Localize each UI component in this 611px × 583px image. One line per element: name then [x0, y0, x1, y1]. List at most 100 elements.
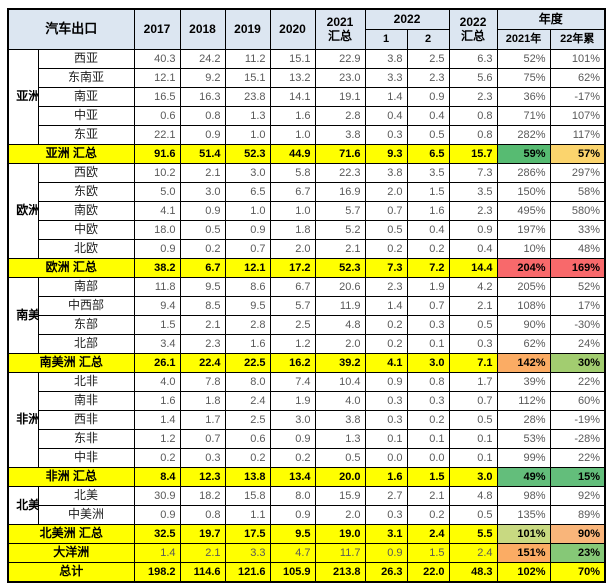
pct-cell: 205%: [496, 277, 551, 297]
pct-cell: 117%: [549, 125, 606, 145]
value-cell: 1.0: [269, 125, 316, 145]
value-cell: 1.2: [269, 334, 316, 354]
value-cell: 2.7: [364, 486, 408, 506]
value-cell: 20.6: [314, 277, 366, 297]
value-cell: 1.6: [406, 201, 450, 221]
value-cell: 0.0: [364, 448, 408, 468]
summary-pct-cell: 204%: [496, 258, 551, 278]
header-2021-total: 2021 汇总: [314, 8, 366, 50]
region-label: 南美洲: [16, 307, 37, 322]
value-cell: 0.9: [269, 429, 316, 449]
value-cell: 40.3: [133, 49, 181, 69]
value-cell: 9.5: [224, 296, 271, 316]
value-cell: 18.0: [133, 220, 181, 240]
table-row: 北部 3.4 2.3 1.6 1.2 2.0 0.2 0.1 0.3 62% 24%: [8, 334, 606, 354]
header-2022-group: 2022: [364, 8, 450, 30]
summary-value-cell: 9.3: [364, 144, 408, 164]
value-cell: 0.7: [448, 391, 498, 411]
value-cell: 15.1: [269, 49, 316, 69]
pct-cell: 75%: [496, 68, 551, 88]
value-cell: 6.3: [448, 49, 498, 69]
value-cell: 1.3: [224, 106, 271, 126]
value-cell: 10.4: [314, 372, 366, 392]
value-cell: 1.8: [179, 391, 226, 411]
value-cell: 1.7: [179, 410, 226, 430]
table-row: 亚洲 西亚 40.3 24.2 11.2 15.1 22.9 3.8 2.5 6.3 52% 101%: [7, 49, 606, 145]
summary-value-cell: 19.0: [314, 524, 366, 544]
value-cell: 1.4: [364, 296, 408, 316]
header-yearly-group: 年度: [496, 8, 606, 30]
value-cell: 1.5: [133, 315, 181, 335]
summary-value-cell: 52.3: [314, 258, 366, 278]
value-cell: 0.3: [406, 391, 450, 411]
grand-total-value-cell: 198.2: [133, 562, 181, 583]
summary-value-cell: 12.3: [179, 467, 226, 487]
grand-total-label: 总计: [7, 562, 135, 583]
value-cell: 1.4: [133, 410, 181, 430]
summary-value-cell: 22.5: [224, 353, 271, 373]
value-cell: 0.1: [448, 448, 498, 468]
value-cell: 4.0: [314, 391, 366, 411]
value-cell: 0.9: [133, 505, 181, 525]
value-cell: 2.0: [269, 239, 316, 259]
table-row: 中西部 9.4 8.5 9.5 5.7 11.9 1.4 0.7 2.1 108% 17%: [8, 296, 606, 316]
value-cell: 2.5: [269, 315, 316, 335]
value-cell: 30.9: [133, 486, 181, 506]
value-cell: 22.3: [314, 163, 366, 183]
corner-header: 汽车出口: [7, 8, 135, 50]
value-cell: 1.4: [364, 87, 408, 107]
pct-cell: 89%: [549, 505, 606, 525]
value-cell: 0.8: [448, 125, 498, 145]
value-cell: 15.8: [224, 486, 271, 506]
table-row: 东南亚 12.1 9.2 15.1 13.2 23.0 3.3 2.3 5.6 75% 62%: [8, 68, 606, 88]
summary-value-cell: 13.8: [224, 467, 271, 487]
region-label: 欧洲: [16, 203, 38, 218]
value-cell: 0.4: [406, 220, 450, 240]
pct-cell: 22%: [549, 448, 606, 468]
value-cell: 3.8: [314, 125, 366, 145]
value-cell: 1.5: [406, 543, 450, 563]
value-cell: 0.9: [406, 87, 450, 107]
pct-cell: 60%: [549, 391, 606, 411]
value-cell: 0.5: [448, 315, 498, 335]
row-label: 西亚: [37, 49, 135, 69]
summary-pct-cell: 142%: [496, 353, 551, 373]
value-cell: 2.8: [224, 315, 271, 335]
value-cell: 2.1: [314, 239, 366, 259]
pct-cell: 17%: [549, 296, 606, 316]
value-cell: 2.8: [314, 106, 366, 126]
value-cell: 3.8: [314, 410, 366, 430]
table-row: 东欧 5.0 3.0 6.5 6.7 16.9 2.0 1.5 3.5 150% 58%: [8, 182, 606, 202]
pct-cell: 90%: [496, 315, 551, 335]
summary-row: 南美洲 汇总 26.1 22.4 22.5 16.2 39.2 4.1 3.0 7.1 142% 3…: [7, 353, 606, 373]
value-cell: 23.8: [224, 87, 271, 107]
pct-cell: 197%: [496, 220, 551, 240]
pct-cell: 52%: [496, 49, 551, 69]
row-label: 东部: [37, 315, 135, 335]
row-label: 西欧: [37, 163, 135, 183]
summary-value-cell: 51.4: [179, 144, 226, 164]
grand-total-value-cell: 22.0: [406, 562, 450, 583]
value-cell: 1.6: [224, 334, 271, 354]
value-cell: 9.4: [133, 296, 181, 316]
summary-label: 非洲 汇总: [7, 467, 135, 487]
region-cell: 北美: [7, 486, 39, 525]
value-cell: 0.1: [448, 429, 498, 449]
value-cell: 3.0: [269, 410, 316, 430]
pct-cell: 107%: [549, 106, 606, 126]
row-label: 南部: [37, 277, 135, 297]
summary-value-cell: 38.2: [133, 258, 181, 278]
value-cell: 2.0: [364, 182, 408, 202]
grand-total-value-cell: 26.3: [364, 562, 408, 583]
value-cell: 2.0: [314, 334, 366, 354]
pct-cell: 297%: [549, 163, 606, 183]
value-cell: 16.9: [314, 182, 366, 202]
value-cell: 0.6: [224, 429, 271, 449]
summary-value-cell: 8.4: [133, 467, 181, 487]
row-label: 中亚: [37, 106, 135, 126]
value-cell: 3.8: [364, 163, 408, 183]
value-cell: 0.9: [179, 125, 226, 145]
table-row: 非洲 北非 4.0 7.8 8.0 7.4 10.4 0.9 0.8 1.7 39% 22%: [7, 372, 606, 468]
value-cell: 11.2: [224, 49, 271, 69]
value-cell: 6.7: [269, 277, 316, 297]
